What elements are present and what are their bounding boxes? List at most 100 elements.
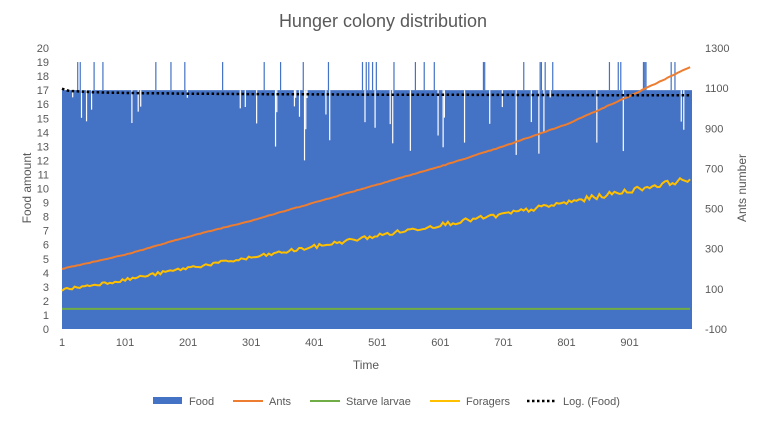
plot-area — [61, 62, 692, 330]
food-bar-dip — [443, 90, 445, 118]
y-tick-label: 18 — [37, 71, 49, 83]
y-tick-label: 15 — [37, 113, 49, 125]
food-bar — [423, 62, 425, 91]
food-bar — [327, 62, 330, 91]
food-bar — [484, 62, 486, 91]
food-bar-dip — [364, 90, 366, 123]
food-bar-dip — [501, 90, 503, 108]
food-bar — [77, 62, 79, 91]
food-bar — [222, 62, 224, 91]
x-tick-label: 901 — [620, 337, 638, 349]
food-bar — [642, 62, 645, 91]
series-lines — [61, 66, 691, 310]
food-bar — [361, 62, 364, 91]
y-tick-label: 7 — [43, 226, 49, 238]
y2-axis-title: Ants number — [735, 154, 749, 222]
food-bar-dip — [298, 90, 301, 117]
food-bar — [414, 62, 416, 91]
y2-tick-label: -100 — [705, 324, 727, 336]
x-tick-label: 801 — [557, 337, 575, 349]
x-tick-label: 101 — [116, 337, 134, 349]
food-bar-dip — [244, 90, 246, 107]
food-bar-dip — [374, 90, 376, 128]
food-bar — [371, 62, 374, 91]
food-bar-dip — [325, 90, 327, 115]
food-bar — [482, 62, 485, 91]
food-bar — [674, 62, 676, 91]
y-tick-label: 14 — [37, 127, 49, 139]
food-bar — [644, 62, 646, 91]
y-tick-label: 9 — [43, 198, 49, 210]
x-tick-label: 401 — [305, 337, 323, 349]
food-bar-dip — [538, 90, 540, 154]
food-bar-dip — [72, 90, 74, 98]
food-bar-dip — [463, 90, 466, 143]
y-tick-label: 17 — [37, 85, 49, 97]
y2-tick-label: 1100 — [705, 83, 729, 95]
y-tick-label: 12 — [37, 155, 49, 167]
legend-label-foragers: Foragers — [466, 396, 511, 408]
food-bar — [645, 62, 647, 91]
food-bar-dip — [80, 90, 83, 118]
legend-label-starve-larvae: Starve larvae — [346, 396, 411, 408]
ants-line — [61, 66, 691, 270]
food-bar-dip — [549, 90, 551, 98]
y-tick-label: 11 — [38, 169, 49, 181]
y-tick-label: 6 — [43, 240, 49, 252]
y-tick-label: 4 — [43, 268, 49, 280]
food-bar — [302, 62, 304, 91]
food-bar-dip — [140, 90, 142, 107]
food-bar-dip — [530, 90, 532, 123]
food-bar — [608, 62, 611, 91]
food-bar-dip — [392, 90, 394, 144]
y2-tick-labels: -100 100 300 500 700 900 1100 1300 — [705, 43, 729, 336]
x-tick-label: 701 — [494, 337, 512, 349]
food-bar-dip — [295, 90, 297, 98]
food-bar — [365, 62, 367, 91]
food-bars — [62, 62, 692, 330]
food-bar — [368, 62, 370, 91]
y2-tick-label: 100 — [705, 284, 723, 296]
y2-tick-label: 700 — [705, 163, 723, 175]
y2-tick-label: 300 — [705, 244, 723, 256]
food-bar — [620, 62, 622, 91]
food-bar-dip — [489, 90, 491, 124]
food-bar-dip — [329, 90, 331, 141]
x-tick-label: 201 — [179, 337, 197, 349]
food-bar — [279, 62, 282, 91]
food-bar-dip — [137, 90, 139, 112]
y-tick-label: 5 — [43, 254, 49, 266]
food-bar — [155, 62, 157, 91]
food-bar — [539, 62, 541, 91]
legend-label-food: Food — [189, 396, 214, 408]
food-bar-dip — [442, 90, 444, 148]
food-bar-dip — [389, 90, 391, 125]
food-bar-dip — [90, 90, 93, 110]
food-bar — [93, 62, 95, 91]
food-bar-dip — [543, 90, 545, 132]
food-bar-dip — [276, 90, 278, 113]
food-bar — [393, 62, 395, 91]
y-tick-label: 0 — [43, 324, 49, 336]
food-bar-dip — [409, 90, 411, 151]
food-bar-dip — [683, 90, 685, 130]
chart-title: Hunger colony distribution — [279, 11, 487, 31]
legend-swatch-food — [153, 397, 182, 404]
food-bar — [552, 62, 554, 91]
x-tick-labels: 1 101 201 301 401 501 601 701 801 901 — [59, 337, 639, 349]
food-bar — [617, 62, 619, 91]
y-tick-label: 2 — [43, 296, 49, 308]
y-tick-label: 20 — [37, 43, 49, 55]
x-axis-title: Time — [353, 358, 380, 372]
y-tick-label: 13 — [37, 141, 49, 153]
food-bar-dip — [596, 90, 598, 143]
y-tick-label: 1 — [43, 310, 49, 322]
food-bar — [433, 62, 435, 91]
y-tick-label: 3 — [43, 282, 49, 294]
food-bar-dip — [437, 90, 439, 136]
y2-tick-label: 500 — [705, 204, 723, 216]
y-tick-label: 19 — [37, 57, 49, 69]
